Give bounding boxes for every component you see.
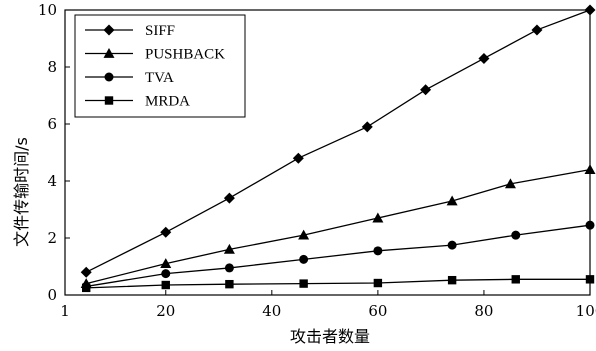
- data-point-mrda: [373, 278, 383, 288]
- y-tick-label: 10: [38, 1, 57, 19]
- data-point-siff: [420, 84, 432, 96]
- series-line-mrda: [86, 278, 590, 289]
- series-line-pushback: [86, 168, 591, 285]
- data-point-pushback: [446, 195, 458, 206]
- data-point-mrda: [225, 279, 234, 289]
- data-point-tva: [585, 220, 595, 230]
- data-point-mrda: [161, 280, 170, 290]
- data-point-mrda: [585, 275, 595, 284]
- legend-marker-mrda: [104, 96, 114, 105]
- series-line-tva: [86, 224, 591, 288]
- y-tick-label: 2: [47, 229, 57, 247]
- x-tick-label: 20: [156, 302, 175, 320]
- data-point-siff: [160, 226, 172, 238]
- data-point-pushback: [584, 164, 596, 174]
- data-point-pushback: [504, 178, 516, 189]
- plot-area: 1 20 40 60 80 100 0 2 4 6 8 10: [38, 1, 596, 320]
- data-point-tva: [299, 254, 309, 264]
- legend-marker-pushback: [103, 48, 115, 58]
- y-tick-label: 6: [47, 115, 57, 133]
- data-point-pushback: [298, 229, 310, 240]
- data-point-mrda: [511, 275, 520, 284]
- y-tick-label: 4: [47, 172, 57, 190]
- data-point-tva: [373, 246, 383, 256]
- x-tick-label: 80: [474, 302, 493, 320]
- legend-label-tva: TVA: [145, 70, 174, 86]
- legend-label-pushback: PUSHBACK: [145, 47, 225, 63]
- data-point-siff: [584, 4, 596, 16]
- data-point-siff: [478, 52, 490, 64]
- x-tick-label: 1: [60, 302, 70, 320]
- x-tick-label: 60: [368, 302, 387, 320]
- x-axis-title: 攻击者数量: [290, 327, 370, 346]
- x-tick-label: 40: [262, 302, 281, 320]
- data-point-tva: [161, 269, 171, 279]
- data-point-tva: [511, 230, 521, 240]
- y-tick-label: 8: [47, 58, 57, 76]
- data-point-siff: [223, 192, 235, 204]
- x-tick-label: 100: [576, 302, 596, 320]
- legend-label-mrda: MRDA: [145, 94, 190, 110]
- data-point-mrda: [447, 275, 457, 285]
- legend-label-siff: SIFF: [145, 23, 175, 39]
- data-point-pushback: [160, 258, 172, 269]
- data-point-tva: [224, 263, 234, 273]
- plot-frame: [64, 9, 591, 296]
- y-tick-label: 0: [47, 286, 57, 304]
- y-axis-title: 文件传输时间/s: [12, 137, 31, 247]
- data-point-tva: [447, 240, 457, 250]
- data-point-mrda: [82, 283, 91, 293]
- data-point-siff: [531, 24, 543, 36]
- data-point-siff: [361, 121, 373, 133]
- data-point-siff: [80, 266, 92, 278]
- data-point-siff: [292, 152, 304, 164]
- legend-marker-tva: [104, 72, 114, 82]
- data-point-pushback: [223, 243, 235, 254]
- legend: SIFF PUSHBACK TVA MRDA: [74, 14, 246, 118]
- legend-marker-siff: [103, 24, 115, 36]
- data-point-mrda: [299, 279, 308, 288]
- data-point-pushback: [372, 212, 384, 223]
